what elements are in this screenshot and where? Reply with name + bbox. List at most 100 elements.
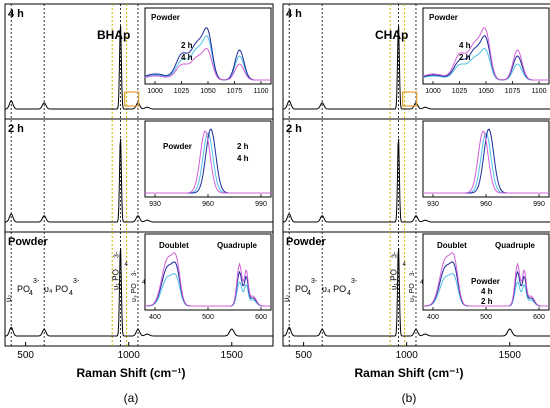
plot-frame	[282, 3, 550, 347]
x-tick-label: 500	[17, 350, 34, 361]
inset-tick-label: 500	[480, 314, 492, 321]
inset-tick-label: 930	[427, 201, 439, 208]
peak-label: 3-	[132, 271, 138, 276]
inset-2: 930 960 990	[422, 120, 550, 208]
inset-tick-label: 960	[202, 201, 214, 208]
peak-label: υ₃ PO	[131, 283, 138, 302]
inset-legend: 4 h	[481, 287, 493, 296]
inset-legend: Powder	[151, 13, 180, 22]
inset-tick-label: 990	[533, 201, 545, 208]
peak-label: 3-	[113, 251, 120, 258]
peak-label: 3-	[391, 251, 398, 258]
spectrum-line	[282, 248, 550, 337]
peak-label: 4	[307, 290, 311, 297]
x-tick-label: 1500	[499, 350, 522, 361]
x-tick-label: 500	[295, 350, 312, 361]
inset-annotation: Doublet	[437, 241, 467, 250]
inset-tick-label: 600	[533, 314, 545, 321]
inset-legend: 2 h	[459, 53, 471, 62]
inset-tick-label: 400	[149, 314, 161, 321]
inset-legend: Powder	[429, 13, 458, 22]
peak-label: 4	[142, 280, 146, 286]
inset-2: 930 960 990 Powder 2 h 4 h	[144, 120, 272, 208]
inset-tick-label: 400	[427, 314, 439, 321]
panel-label: 2 h	[286, 123, 302, 135]
peak-label: 3-	[311, 278, 318, 285]
inset-3: 400 500 600 Doublet Quadruple	[144, 233, 272, 321]
inset-tick-label: 930	[149, 201, 161, 208]
peak-label: υ₂	[4, 295, 13, 302]
peak-label: 3-	[33, 278, 40, 285]
inset-spectrum	[422, 27, 549, 81]
figure-label: (b)	[402, 391, 417, 405]
peak-label: 3-	[351, 278, 358, 285]
panel-label: 4 h	[8, 8, 24, 20]
inset-annotation: Quadruple	[217, 241, 258, 250]
inset-legend: 2 h	[237, 142, 249, 151]
zoom-box	[402, 91, 418, 107]
peak-label: PO	[295, 284, 308, 294]
inset-tick-label: 990	[255, 201, 267, 208]
spectrum-line	[4, 248, 273, 337]
sample-name: BHAp	[97, 28, 130, 42]
inset-spectrum	[423, 130, 549, 194]
peak-label: PO	[17, 284, 30, 294]
inset-spectrum	[144, 252, 270, 307]
inset-legend: 4 h	[237, 154, 249, 163]
peak-label: 4	[69, 290, 73, 297]
inset-tick-label: 1025	[452, 88, 468, 95]
inset-legend: 2 h	[481, 297, 493, 306]
inset-spectrum	[144, 27, 271, 81]
inset-spectrum	[145, 130, 271, 194]
panel-label: 2 h	[8, 123, 24, 135]
peak-label: 3-	[410, 271, 416, 276]
inset-tick-label: 1050	[478, 88, 494, 95]
inset-tick-label: 500	[202, 314, 214, 321]
peak-label: υ₃ PO	[409, 283, 416, 302]
inset-1: 1000 1025 1050 1075 1100 Powder 4 h 2 h	[422, 7, 550, 95]
inset-legend: Powder	[471, 277, 500, 286]
x-axis-label: Raman Shift (cm⁻¹)	[76, 366, 185, 380]
plot-frame	[4, 3, 274, 347]
peak-label: υ₄ PO	[322, 284, 346, 294]
inset-tick-label: 1000	[147, 88, 163, 95]
peak-label: 4	[402, 262, 406, 268]
peak-label: υ₄ PO	[44, 284, 68, 294]
panel-label: 4 h	[286, 8, 302, 20]
panel-label: Powder	[8, 236, 48, 248]
inset-legend: 2 h	[181, 41, 193, 50]
peak-label: 4	[420, 280, 424, 286]
figure-label: (a)	[124, 391, 139, 405]
peak-label: 4	[29, 290, 33, 297]
x-axis-label: Raman Shift (cm⁻¹)	[354, 366, 463, 380]
inset-spectrum	[144, 48, 271, 81]
inset-tick-label: 1000	[425, 88, 441, 95]
peak-label: υ₂	[282, 295, 291, 302]
inset-legend: 4 h	[459, 41, 471, 50]
zoom-box	[124, 91, 140, 107]
panel-label: Powder	[286, 236, 326, 248]
inset-tick-label: 600	[255, 314, 267, 321]
x-tick-label: 1000	[118, 350, 141, 361]
inset-tick-label: 960	[480, 201, 492, 208]
spectrum-line	[4, 138, 273, 223]
peak-label: 4	[124, 262, 128, 268]
inset-tick-label: 1075	[505, 88, 521, 95]
peak-label: υ₁ PO	[389, 269, 398, 290]
inset-frame	[422, 7, 550, 85]
peak-label: υ₁ PO	[111, 269, 120, 290]
inset-tick-label: 1100	[531, 88, 546, 95]
inset-tick-label: 1100	[253, 88, 268, 95]
inset-legend: 4 h	[181, 53, 193, 62]
inset-spectrum	[422, 252, 548, 307]
inset-tick-label: 1025	[174, 88, 190, 95]
x-tick-label: 1000	[396, 350, 419, 361]
peak-label: 4	[347, 290, 351, 297]
inset-frame	[144, 7, 272, 85]
sample-name: CHAp	[375, 28, 408, 42]
inset-annotation: Doublet	[159, 241, 189, 250]
x-tick-label: 1500	[221, 350, 244, 361]
inset-annotation: Quadruple	[495, 241, 536, 250]
